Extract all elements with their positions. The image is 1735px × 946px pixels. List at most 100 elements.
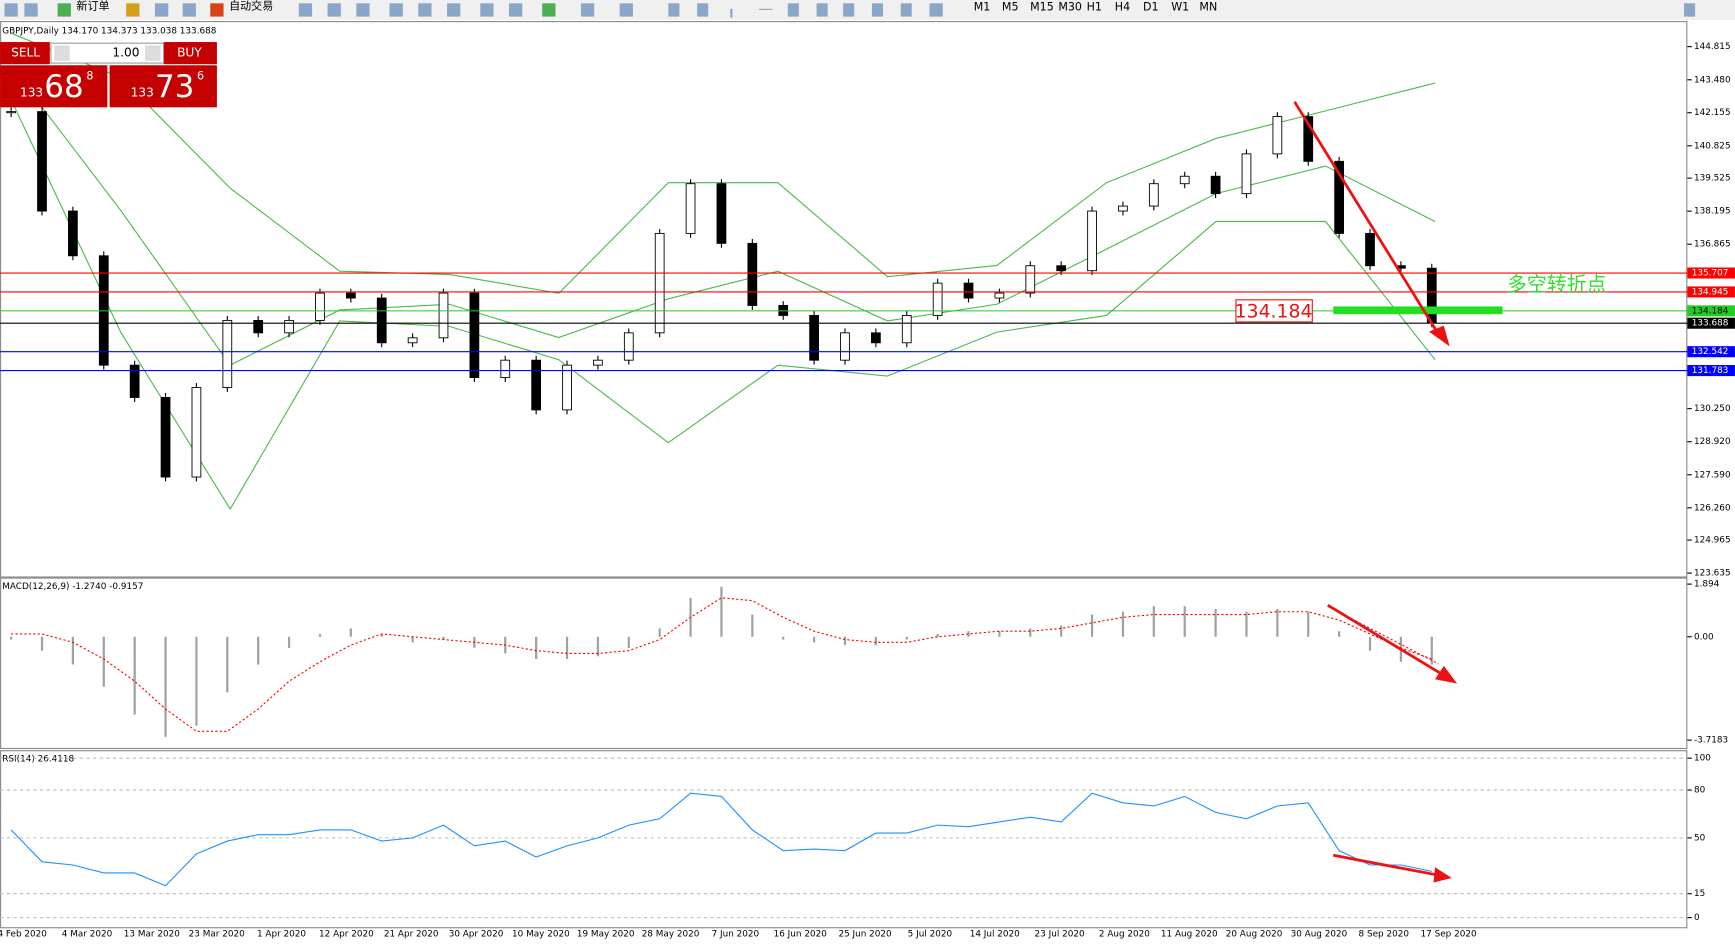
toolbar	[0, 0, 1735, 20]
macd-signal	[11, 597, 1432, 732]
macd-bar	[812, 636, 816, 643]
candle	[963, 282, 974, 299]
date-label: 19 May 2020	[577, 929, 635, 939]
candle	[1025, 265, 1036, 294]
date-label: 17 Sep 2020	[1421, 929, 1477, 939]
date-label: 7 Jun 2020	[712, 929, 760, 939]
candle	[376, 297, 387, 344]
date-label: 23 Jul 2020	[1035, 929, 1085, 939]
date-label: 28 May 2020	[642, 929, 700, 939]
y-tick-label: 136.865	[1694, 240, 1731, 250]
date-label: 21 Apr 2020	[384, 929, 439, 939]
candle	[871, 332, 881, 344]
rsi-panel	[0, 750, 1688, 929]
lots: 1.00	[112, 46, 139, 60]
candle	[1426, 267, 1437, 324]
sell-price[interactable]	[0, 65, 108, 108]
y-tick-label: 80	[1694, 786, 1706, 796]
level-tag	[1687, 286, 1735, 298]
candle	[747, 242, 758, 306]
macd-bar	[1368, 636, 1372, 651]
macd-bar	[1245, 611, 1248, 637]
y-tick-label: 130.250	[1694, 404, 1731, 414]
timeframe-bar: M1 M5 M15 M30 H1 H4 D1 W1 MN	[974, 1, 1218, 14]
date-label: 13 Mar 2020	[124, 929, 180, 939]
y-tick-label: 124.965	[1694, 536, 1731, 546]
macd-bar	[627, 636, 630, 648]
y-tick-label: -3.7183	[1694, 736, 1728, 746]
buy-price[interactable]	[109, 65, 217, 108]
timeframe-button[interactable]: D1	[1143, 1, 1159, 14]
candle	[1272, 116, 1283, 155]
macd-bar	[1214, 608, 1217, 637]
macd-bar	[1430, 636, 1433, 665]
macd-bar	[596, 636, 600, 657]
candle	[994, 292, 1005, 299]
panel-title: MACD(12,26,9) -1.2740 -0.9157	[2, 582, 143, 592]
date-label: 25 Jun 2020	[838, 929, 892, 939]
chart-layer: GBPJPY,Daily 134.170 134.373 133.038 133…	[0, 26, 1735, 939]
rsi-line	[10, 792, 1432, 887]
auto-trading-button[interactable]: 自动交易	[229, 0, 273, 13]
sell-sup: 8	[86, 69, 93, 82]
date-label: 20 Aug 2020	[1226, 929, 1283, 939]
timeframe-button[interactable]: M5	[1002, 1, 1019, 14]
level-label: 131.783	[1692, 366, 1729, 376]
macd-guide	[1327, 605, 1439, 665]
y-tick-label: 144.815	[1694, 42, 1731, 52]
timeframe-button[interactable]: MN	[1199, 1, 1217, 14]
date-label: 11 Aug 2020	[1161, 929, 1218, 939]
y-tick-label: 100	[1694, 754, 1711, 764]
candle	[469, 292, 480, 379]
timeframe-button[interactable]: H1	[1087, 1, 1102, 14]
macd-bar	[1183, 606, 1186, 637]
macd-bar	[164, 636, 167, 737]
y-tick-label: 140.825	[1694, 141, 1731, 151]
date-label: 30 Apr 2020	[449, 929, 504, 939]
timeframe-button[interactable]: H4	[1115, 1, 1130, 14]
macd-bar	[936, 633, 939, 637]
timeframe-button[interactable]: M30	[1058, 1, 1082, 14]
macd-bar	[535, 636, 538, 660]
y-tick-label: 128.920	[1694, 437, 1731, 447]
macd-bar	[10, 636, 13, 640]
macd-bar	[658, 628, 661, 637]
macd-panel	[0, 577, 1688, 750]
date-label: 10 May 2020	[512, 929, 570, 939]
macd-bar	[1121, 611, 1125, 637]
candle	[1365, 232, 1375, 267]
macd-bar	[565, 636, 569, 660]
y-tick-label: 139.525	[1694, 174, 1731, 184]
panel-title: GBPJPY,Daily 134.170 134.373 133.038 133…	[2, 26, 216, 36]
sell-label: SELL	[11, 46, 40, 60]
sell-button[interactable]	[0, 42, 50, 65]
candle	[160, 397, 171, 478]
level-label: 135.707	[1692, 269, 1729, 279]
level-tag	[1687, 317, 1735, 329]
candle	[840, 332, 850, 361]
buy-button[interactable]	[163, 42, 217, 65]
macd-bar	[1060, 625, 1063, 637]
candle	[1179, 175, 1190, 185]
macd-bar	[1029, 628, 1032, 637]
level-tag	[1687, 267, 1735, 279]
date-label: 5 Jul 2020	[908, 929, 953, 939]
candle	[1334, 160, 1344, 234]
pivot-box	[1235, 299, 1313, 323]
date-label: 14 Jul 2020	[970, 929, 1020, 939]
bollinger-band	[10, 66, 1436, 366]
candle	[562, 364, 572, 411]
timeframe-button[interactable]: M15	[1030, 1, 1054, 14]
y-tick-label: 15	[1694, 889, 1705, 899]
timeframe-button[interactable]: M1	[974, 1, 991, 14]
candle	[500, 359, 511, 379]
candle	[1210, 175, 1221, 195]
candle	[6, 111, 16, 114]
candle	[438, 292, 449, 339]
candle	[901, 315, 912, 344]
new-order-button[interactable]: 新订单	[76, 0, 109, 13]
candle	[191, 387, 202, 478]
candle	[129, 364, 140, 398]
macd-bar	[782, 636, 785, 640]
timeframe-button[interactable]: W1	[1171, 1, 1189, 14]
